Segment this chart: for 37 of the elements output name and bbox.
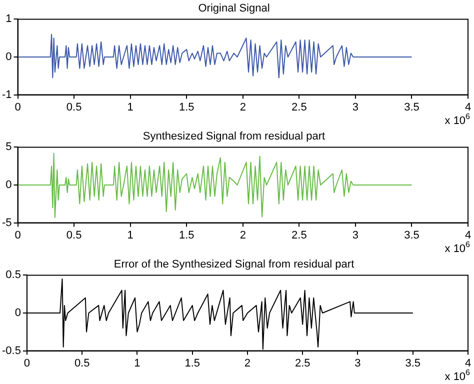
y-tick-label: -5 <box>2 216 12 229</box>
x-tick-label: 3 <box>352 229 359 242</box>
chart-title: Error of the Synthesized Signal from residual part <box>114 258 354 271</box>
x-tick-label: 4 <box>464 101 472 114</box>
x-tick-label: 1.5 <box>178 101 194 114</box>
x-tick-label: 3.5 <box>405 357 421 370</box>
x-tick-label: 2.5 <box>292 101 307 114</box>
x-tick-label: 3.5 <box>404 229 420 242</box>
x-tick-label: 1.5 <box>178 229 194 242</box>
x-tick-label: 0.5 <box>66 101 82 114</box>
y-tick-label: 0 <box>6 51 12 64</box>
x-tick-label: 1 <box>127 229 134 242</box>
x-tick-label: 2.5 <box>294 357 310 370</box>
y-tick-label: -1 <box>2 88 12 101</box>
x-tick-label: 2 <box>240 101 246 114</box>
x-tick-label: 0.5 <box>74 357 90 370</box>
y-tick-label: 0.5 <box>6 269 21 282</box>
chart-title: Synthesized Signal from residual part <box>142 130 326 143</box>
x-tick-label: 2 <box>244 357 251 370</box>
x-tick-label: 1.5 <box>184 357 200 370</box>
x-tick-label: 1 <box>127 101 134 114</box>
x-tick-label: 4 <box>464 229 472 242</box>
x-tick-label: 0 <box>24 357 30 370</box>
x-tick-label: 2.5 <box>292 229 307 242</box>
x-tick-label: 0.5 <box>66 229 82 242</box>
x-tick-label: 4 <box>464 357 472 370</box>
x-tick-label: 2 <box>240 229 246 242</box>
x-tick-label: 3 <box>354 357 361 370</box>
y-tick-label: 1 <box>6 13 12 26</box>
y-tick-label: 0 <box>6 179 12 192</box>
chart-title: Original Signal <box>198 2 270 15</box>
y-tick-label: 0 <box>14 307 21 320</box>
x-tick-label: 3 <box>352 101 359 114</box>
x-tick-label: 1 <box>134 357 140 370</box>
y-tick-label: -0.5 <box>2 344 21 357</box>
x-tick-label: 3.5 <box>404 101 420 114</box>
y-tick-label: 5 <box>6 141 12 154</box>
